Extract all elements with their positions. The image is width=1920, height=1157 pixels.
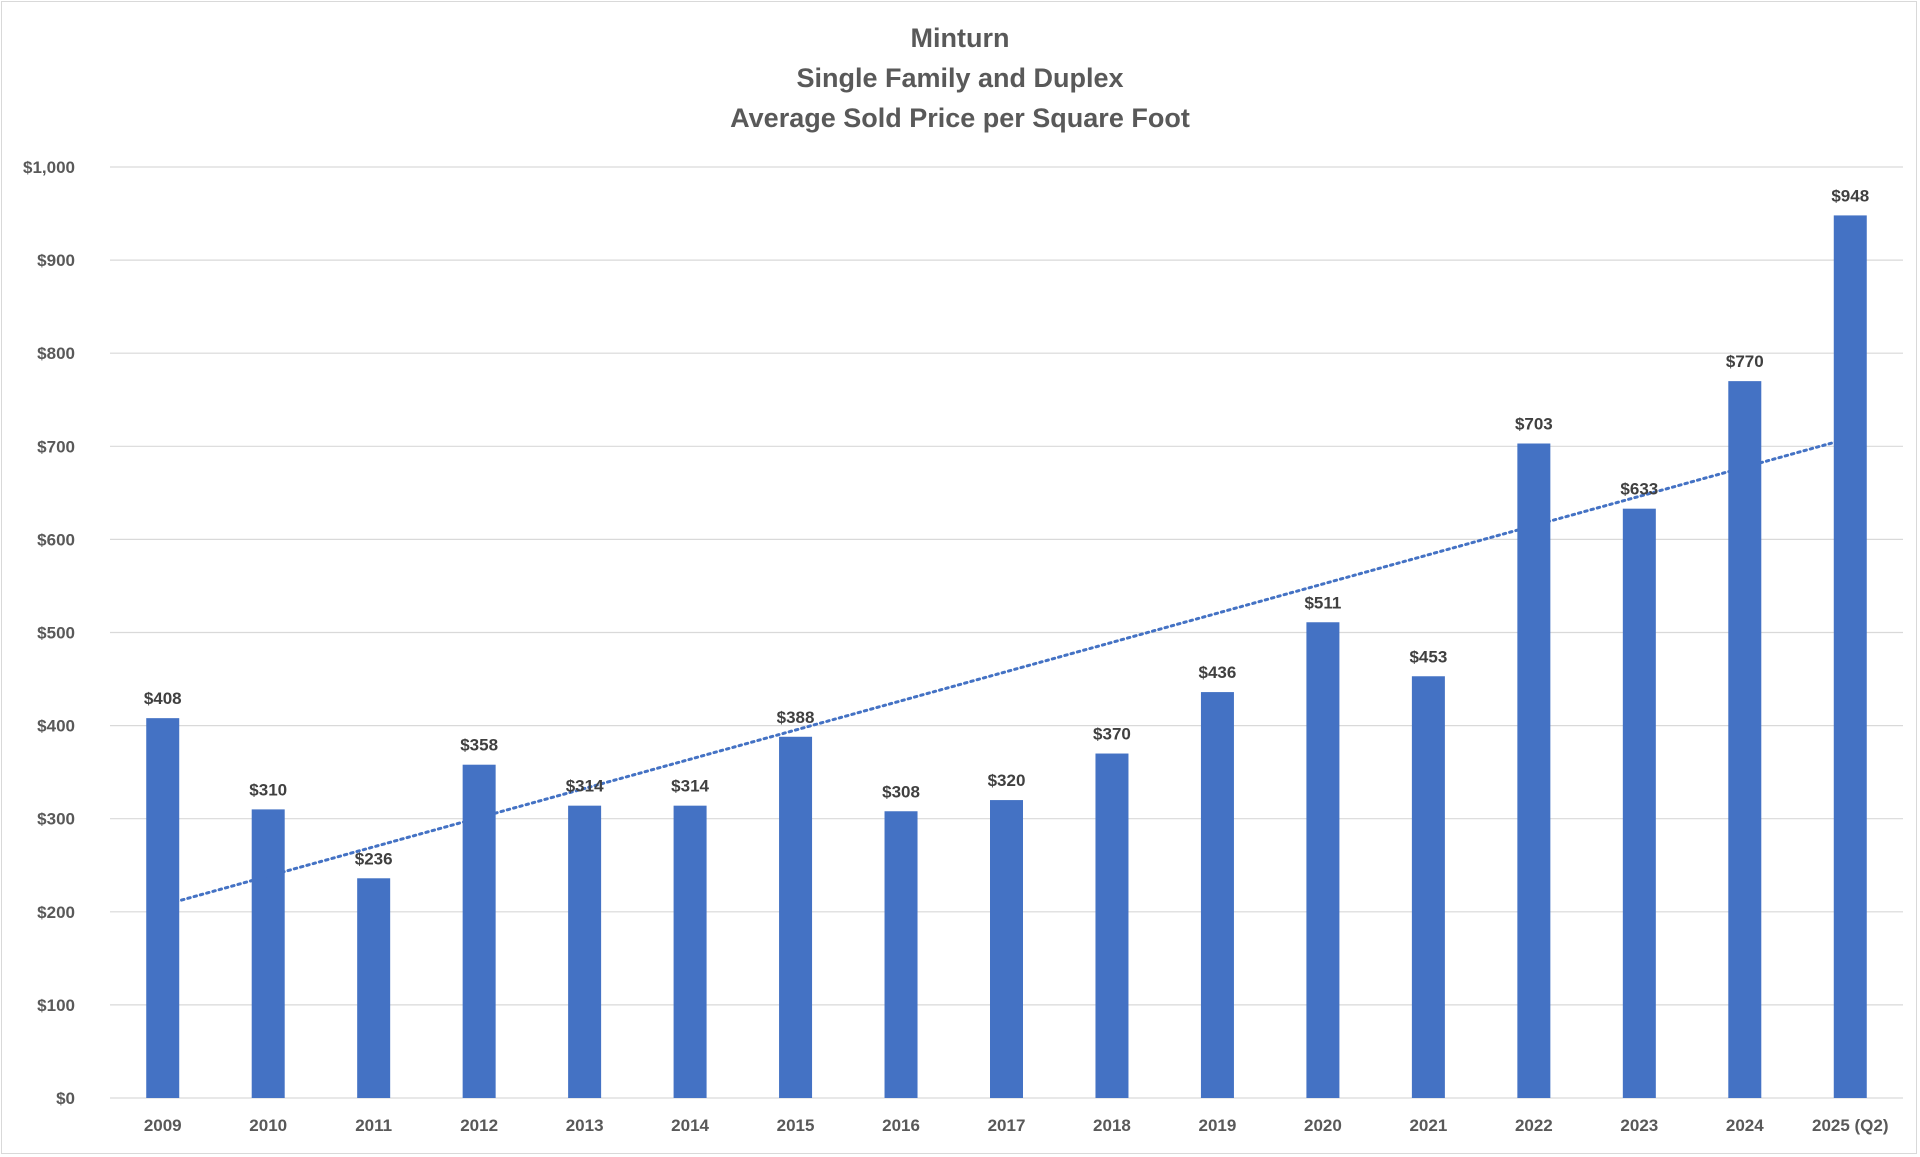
bar [673, 805, 707, 1098]
data-label: $948 [1831, 186, 1869, 205]
y-tick-label: $500 [37, 624, 75, 643]
y-tick-label: $400 [37, 717, 75, 736]
bar [1200, 692, 1234, 1098]
trendline-layer [161, 436, 1852, 907]
data-label: $314 [671, 777, 709, 796]
data-label: $308 [882, 782, 920, 801]
x-tick-label: 2024 [1726, 1116, 1764, 1135]
y-tick-label: $1,000 [23, 158, 75, 177]
data-label: $408 [144, 689, 182, 708]
trendline [161, 436, 1852, 907]
y-tick-label: $300 [37, 810, 75, 829]
x-tick-label: 2014 [671, 1116, 709, 1135]
bar [990, 800, 1023, 1098]
x-tick-label: 2011 [355, 1116, 392, 1135]
bar [1306, 622, 1340, 1098]
y-tick-label: $100 [37, 996, 75, 1015]
x-tick-label: 2022 [1515, 1116, 1553, 1135]
data-label: $436 [1199, 663, 1237, 682]
chart-title-line-3: Average Sold Price per Square Foot [730, 103, 1190, 133]
bar [357, 878, 391, 1098]
data-label: $703 [1515, 415, 1553, 434]
x-tick-label: 2023 [1620, 1116, 1658, 1135]
y-axis-tick-labels: $0 $100 $200 $300 $400 $500 $600 $700 $800 $900 $1… [23, 158, 75, 1108]
bar [568, 805, 602, 1098]
bar [146, 718, 180, 1098]
bar [462, 764, 496, 1098]
data-label: $358 [460, 736, 498, 755]
bar [1095, 753, 1129, 1098]
x-tick-label: 2016 [882, 1116, 920, 1135]
data-label: $310 [249, 780, 287, 799]
chart-title-line-1: Minturn [910, 23, 1010, 53]
x-tick-label: 2015 [777, 1116, 815, 1135]
x-tick-label: 2010 [249, 1116, 287, 1135]
y-tick-label: $900 [37, 251, 75, 270]
x-tick-label: 2012 [460, 1116, 498, 1135]
chart-title-line-2: Single Family and Duplex [796, 63, 1124, 93]
x-tick-label: 2009 [144, 1116, 182, 1135]
x-tick-label: 2013 [566, 1116, 604, 1135]
data-label: $633 [1620, 480, 1658, 499]
bar [779, 736, 813, 1098]
bar [1833, 215, 1867, 1099]
data-labels: $408 $310 $236 $358 $314 $314 $388 $308 $320 $370… [144, 186, 1869, 868]
data-label: $314 [566, 777, 604, 796]
x-tick-label: 2025 (Q2) [1812, 1116, 1889, 1135]
x-tick-label: 2018 [1093, 1116, 1131, 1135]
x-tick-label: 2020 [1304, 1116, 1342, 1135]
x-tick-label: 2017 [988, 1116, 1026, 1135]
y-tick-label: $800 [37, 344, 75, 363]
data-label: $370 [1093, 725, 1131, 744]
data-label: $388 [777, 708, 815, 727]
bar [251, 809, 285, 1098]
x-axis-tick-labels: 2009 2010 2011 2012 2013 2014 2015 2016 2017 2018… [144, 1116, 1889, 1135]
x-tick-label: 2021 [1409, 1116, 1447, 1135]
data-label: $770 [1726, 352, 1764, 371]
chart-title: Minturn Single Family and Duplex Average… [0, 18, 1920, 138]
data-label: $511 [1304, 593, 1341, 612]
bar [1728, 381, 1762, 1098]
y-tick-label: $700 [37, 437, 75, 456]
bar [1411, 676, 1445, 1098]
data-label: $320 [988, 771, 1026, 790]
bar [884, 811, 918, 1098]
data-label: $236 [355, 849, 393, 868]
y-tick-label: $600 [37, 530, 75, 549]
data-label: $453 [1409, 647, 1447, 666]
x-tick-label: 2019 [1199, 1116, 1237, 1135]
bar [1517, 443, 1551, 1099]
bar [1622, 508, 1656, 1098]
y-tick-label: $200 [37, 903, 75, 922]
bars [146, 215, 1867, 1099]
y-tick-label: $0 [56, 1089, 75, 1108]
